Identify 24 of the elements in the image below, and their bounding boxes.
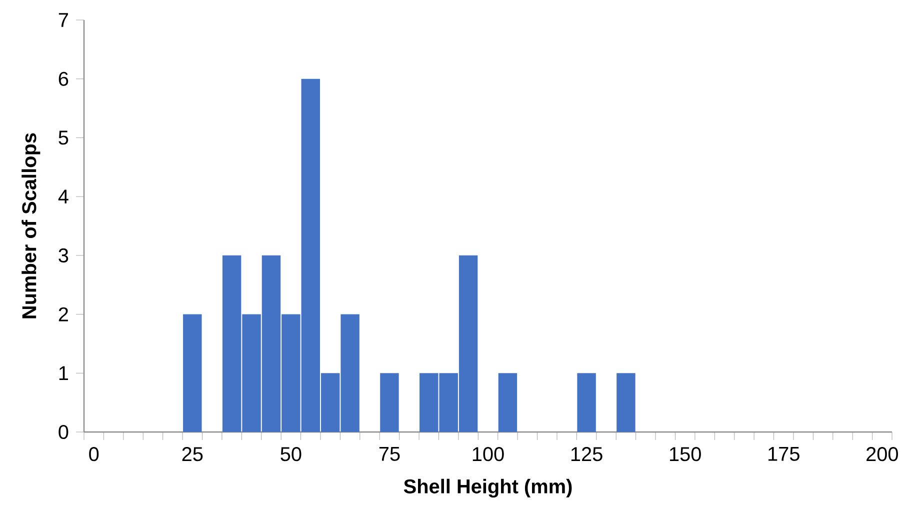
bar [380,373,399,432]
x-tick-label: 25 [182,447,203,462]
x-tick-label: 100 [472,447,504,462]
bar [616,373,636,432]
x-tick-label: 125 [571,447,602,462]
x-tick-label: 0 [89,447,99,462]
bar [498,373,518,432]
x-tick-label: 175 [768,447,800,461]
y-tick-label: 4 [58,190,68,204]
y-tick-label: 3 [58,248,68,262]
y-tick-label: 1 [59,366,68,380]
x-axis-title: Shell Height (mm) [404,478,572,498]
bar [577,373,596,432]
y-tick-label: 7 [58,13,68,27]
y-tick-label: 2 [58,307,68,322]
bar [183,314,202,432]
y-tick-label: 6 [58,72,68,86]
y-tick-label: 0 [58,424,68,440]
x-tick-label: 75 [379,447,400,461]
x-tick-label: 50 [280,447,302,462]
y-tick-label: 5 [58,130,68,145]
x-tick-label: 200 [866,447,898,462]
x-tick-label: 150 [670,447,701,462]
y-axis-title: Number of Scallops [22,133,40,318]
